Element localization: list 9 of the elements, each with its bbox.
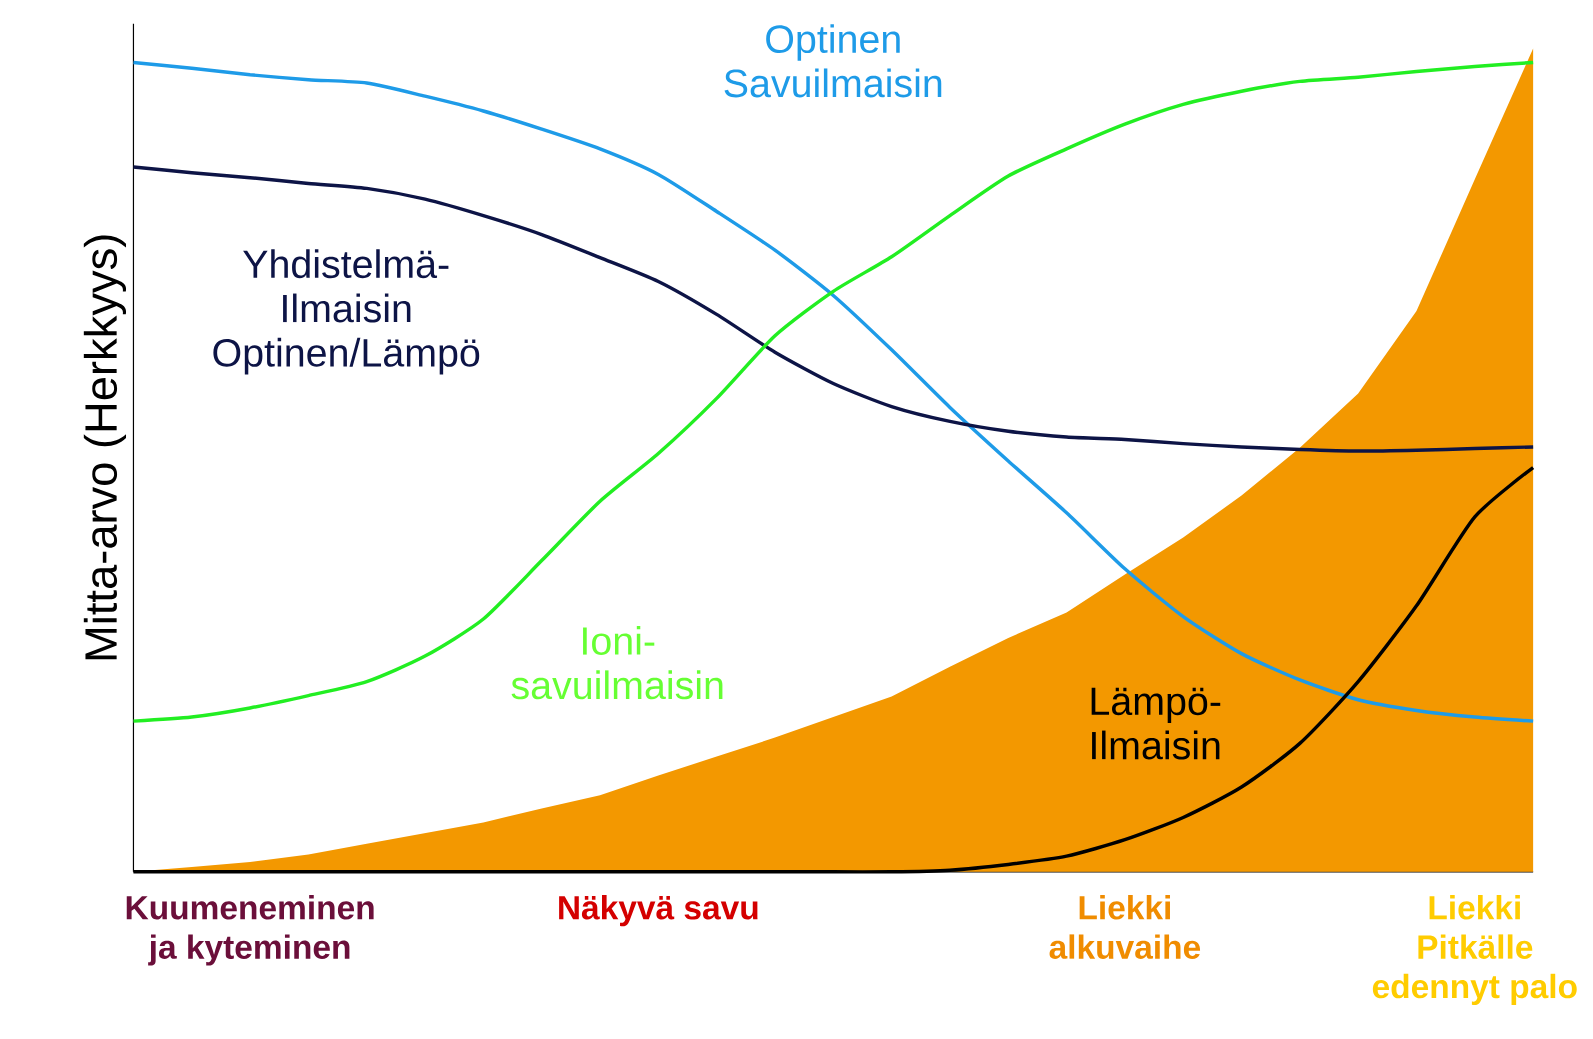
x-tick-label: Liekki Pitkälle edennyt palo	[1372, 895, 1577, 1006]
x-tick-label: Näkyvä savu	[559, 895, 758, 927]
x-tick-label: Liekki alkuvaihe	[1049, 895, 1201, 960]
series-label: Ioni- savuilmaisin	[511, 626, 723, 700]
series-label: Lämpö- Ilmaisin	[1091, 687, 1221, 760]
x-tick-label: Kuumeneminen ja kyteminen	[126, 895, 374, 966]
series-label: Yhdistelmä- Ilmaisin Optinen/Lämpö	[213, 249, 480, 375]
y-axis-title: Mitta-arvo (Herkkyys)	[83, 235, 127, 660]
text: Optinen Savuilmaisin	[724, 24, 942, 98]
